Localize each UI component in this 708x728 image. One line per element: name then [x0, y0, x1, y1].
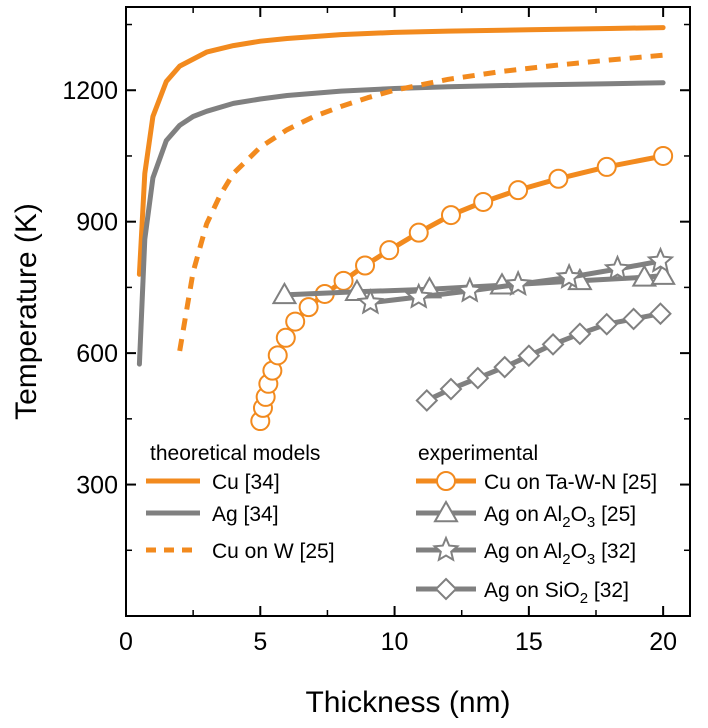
data-point [333, 270, 354, 291]
legend-label: Ag on Al2O3 [25] [484, 503, 636, 531]
data-point [631, 264, 658, 287]
legend-marker [432, 535, 460, 562]
data-point [466, 366, 490, 390]
data-point [649, 302, 672, 326]
data-point [517, 344, 541, 368]
series-line [177, 52, 664, 352]
y-axis-title: Temperature (K) [10, 203, 43, 420]
y-tick-label: 1200 [62, 77, 118, 105]
data-point [408, 222, 429, 243]
legend-marker [434, 577, 458, 601]
series-line [424, 311, 663, 403]
data-point [568, 322, 592, 346]
y-tick-label: 600 [76, 340, 118, 368]
plot-frame [125, 6, 691, 617]
data-point [355, 255, 376, 276]
series-3 [177, 52, 664, 352]
x-tick-label: 15 [515, 628, 543, 656]
data-point [285, 311, 306, 332]
data-point [404, 282, 433, 309]
legend-title-experimental: experimental [418, 442, 538, 465]
x-tick-label: 20 [649, 628, 677, 656]
legend-label: Cu on Ta-W-N [25] [484, 471, 657, 494]
series-7 [415, 302, 672, 412]
data-point [603, 254, 632, 281]
legend-label: Ag [34] [212, 503, 279, 526]
data-point [595, 312, 619, 336]
data-point [653, 145, 674, 166]
series-line [136, 25, 666, 277]
series-4 [250, 145, 674, 432]
plot-area [125, 6, 691, 617]
x-tick-label: 5 [253, 628, 267, 656]
x-axis-title: Thickness (nm) [305, 686, 510, 719]
data-point [548, 168, 569, 189]
legend-marker [436, 471, 456, 491]
x-tick-label: 10 [381, 628, 409, 656]
data-point [650, 262, 676, 285]
data-point [271, 281, 298, 305]
data-point [508, 180, 529, 201]
data-point [473, 191, 494, 212]
data-point [493, 355, 517, 379]
data-point [555, 262, 584, 290]
data-point [455, 276, 484, 303]
legend-marker [433, 499, 459, 523]
data-point [379, 240, 400, 261]
series-line [136, 80, 666, 367]
x-tick-label: 0 [119, 628, 133, 656]
data-point [646, 246, 675, 273]
data-point [356, 288, 385, 315]
data-point [344, 278, 370, 302]
series-1 [136, 25, 666, 277]
axis-ticks: 0 5 10 15 20 300 600 900 1200 [62, 7, 690, 656]
legend-label: Cu on W [25] [212, 540, 335, 563]
legend-label: Cu [34] [212, 471, 280, 494]
legend-title-theoretical: theoretical models [150, 442, 320, 465]
data-point [298, 297, 319, 318]
data-point [440, 205, 461, 226]
data-point [415, 389, 439, 412]
y-tick-label: 900 [76, 209, 118, 237]
series-6 [356, 246, 675, 315]
data-point [275, 327, 296, 348]
y-tick-label: 300 [76, 472, 118, 500]
legend-label: Ag on Al2O3 [32] [484, 540, 636, 568]
legend-label: Ag on SiO2 [32] [484, 579, 629, 607]
legend: theoretical models experimental Cu [34] A… [146, 442, 657, 607]
data-point [541, 332, 565, 356]
data-point [267, 345, 288, 366]
data-point [439, 377, 463, 401]
series-2 [136, 80, 666, 367]
data-point [596, 156, 617, 177]
data-point [622, 307, 646, 331]
data-point [504, 269, 532, 297]
